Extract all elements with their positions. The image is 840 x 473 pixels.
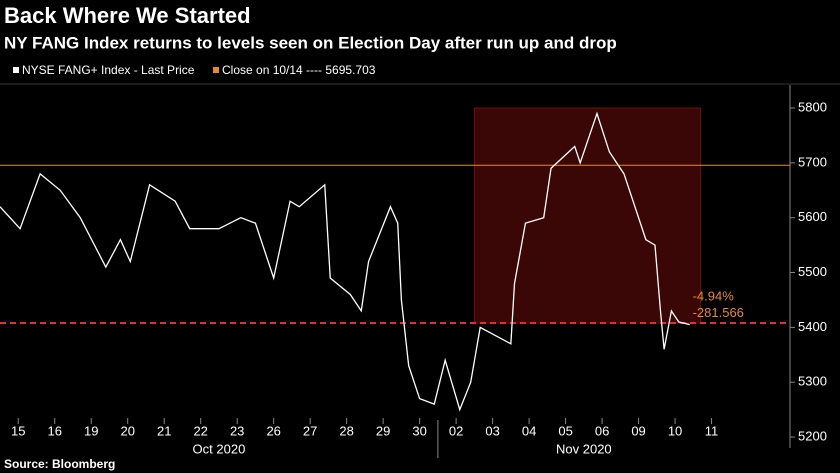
- y-tick-label: 5500: [798, 264, 827, 279]
- legend-label: Close on 10/14 ---- 5695.703: [222, 63, 376, 77]
- annotation: -4.94%: [693, 289, 735, 304]
- y-tick-label: 5400: [798, 319, 827, 334]
- legend-swatch: [213, 67, 219, 73]
- x-tick-label: 27: [303, 423, 317, 438]
- x-tick-label: 06: [595, 423, 609, 438]
- y-tick-label: 5300: [798, 374, 827, 389]
- legend-label: NYSE FANG+ Index - Last Price: [22, 63, 195, 77]
- x-tick-label: 15: [11, 423, 25, 438]
- x-tick-label: 23: [230, 423, 244, 438]
- x-tick-label: 04: [522, 423, 536, 438]
- x-tick-label: 02: [449, 423, 463, 438]
- x-tick-label: 11: [705, 423, 719, 438]
- y-tick-label: 5600: [798, 209, 827, 224]
- source: Source: Bloomberg: [4, 457, 115, 471]
- price-line: [0, 111, 690, 412]
- x-tick-label: 29: [376, 423, 390, 438]
- month-label: Oct 2020: [193, 441, 246, 456]
- y-tick-label: 5200: [798, 428, 827, 443]
- x-tick-label: 28: [339, 423, 353, 438]
- x-tick-label: 03: [485, 423, 499, 438]
- y-tick-label: 5800: [798, 99, 827, 114]
- x-tick-label: 22: [193, 423, 207, 438]
- x-tick-label: 19: [84, 423, 98, 438]
- annotation: -281.566: [693, 305, 744, 320]
- x-tick-label: 21: [157, 423, 171, 438]
- month-label: Nov 2020: [556, 441, 612, 456]
- chart-subtitle: NY FANG Index returns to levels seen on …: [4, 33, 617, 52]
- x-tick-label: 26: [266, 423, 280, 438]
- x-tick-label: 10: [668, 423, 682, 438]
- x-tick-label: 09: [631, 423, 645, 438]
- x-tick-label: 20: [120, 423, 134, 438]
- y-tick-label: 5700: [798, 154, 827, 169]
- x-tick-label: 05: [558, 423, 572, 438]
- x-tick-label: 16: [48, 423, 62, 438]
- legend-swatch: [13, 67, 19, 73]
- highlight-box: [473, 107, 702, 324]
- chart-title: Back Where We Started: [4, 3, 251, 28]
- x-tick-label: 30: [412, 423, 426, 438]
